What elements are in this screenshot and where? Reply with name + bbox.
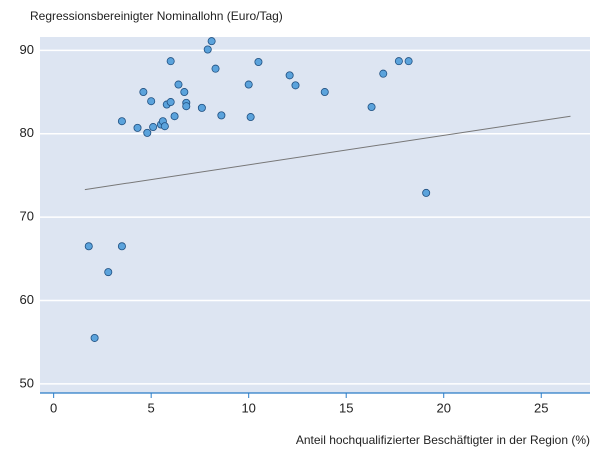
trend-line xyxy=(84,115,571,191)
point xyxy=(133,123,142,132)
point xyxy=(320,88,329,97)
x-tick-label: 5 xyxy=(148,400,155,415)
point xyxy=(147,97,156,106)
point xyxy=(394,57,403,66)
y-tick-label: 90 xyxy=(20,42,34,57)
point xyxy=(117,242,126,251)
point xyxy=(211,64,220,73)
point xyxy=(170,112,179,121)
x-tick-label: 25 xyxy=(534,400,548,415)
point xyxy=(254,58,263,67)
point xyxy=(139,88,148,97)
x-axis-label: Anteil hochqualifizierter Beschäftigter … xyxy=(296,433,590,447)
y-tick-label: 50 xyxy=(20,375,34,390)
point xyxy=(166,98,175,107)
point xyxy=(285,71,294,80)
x-tick-label: 0 xyxy=(50,400,57,415)
point xyxy=(160,122,169,131)
y-tick-label: 60 xyxy=(20,292,34,307)
point xyxy=(197,103,206,112)
point xyxy=(217,111,226,120)
point xyxy=(104,268,113,277)
point xyxy=(180,88,189,97)
point xyxy=(143,128,152,137)
x-tick-label: 10 xyxy=(241,400,255,415)
y-tick-label: 70 xyxy=(20,209,34,224)
point xyxy=(207,37,216,46)
point xyxy=(367,103,376,112)
point xyxy=(174,80,183,89)
point xyxy=(244,80,253,89)
point xyxy=(404,57,413,66)
point xyxy=(246,113,255,122)
point xyxy=(291,81,300,90)
point xyxy=(203,45,212,54)
point xyxy=(422,188,431,197)
point xyxy=(90,333,99,342)
plot-area xyxy=(40,37,590,393)
point xyxy=(117,117,126,126)
point xyxy=(84,242,93,251)
point xyxy=(379,69,388,78)
chart-title: Regressionsbereinigter Nominallohn (Euro… xyxy=(30,9,283,23)
point xyxy=(149,123,158,132)
y-tick-label: 80 xyxy=(20,125,34,140)
point xyxy=(182,102,191,111)
x-tick-label: 15 xyxy=(339,400,353,415)
point xyxy=(166,57,175,66)
x-tick-label: 20 xyxy=(436,400,450,415)
